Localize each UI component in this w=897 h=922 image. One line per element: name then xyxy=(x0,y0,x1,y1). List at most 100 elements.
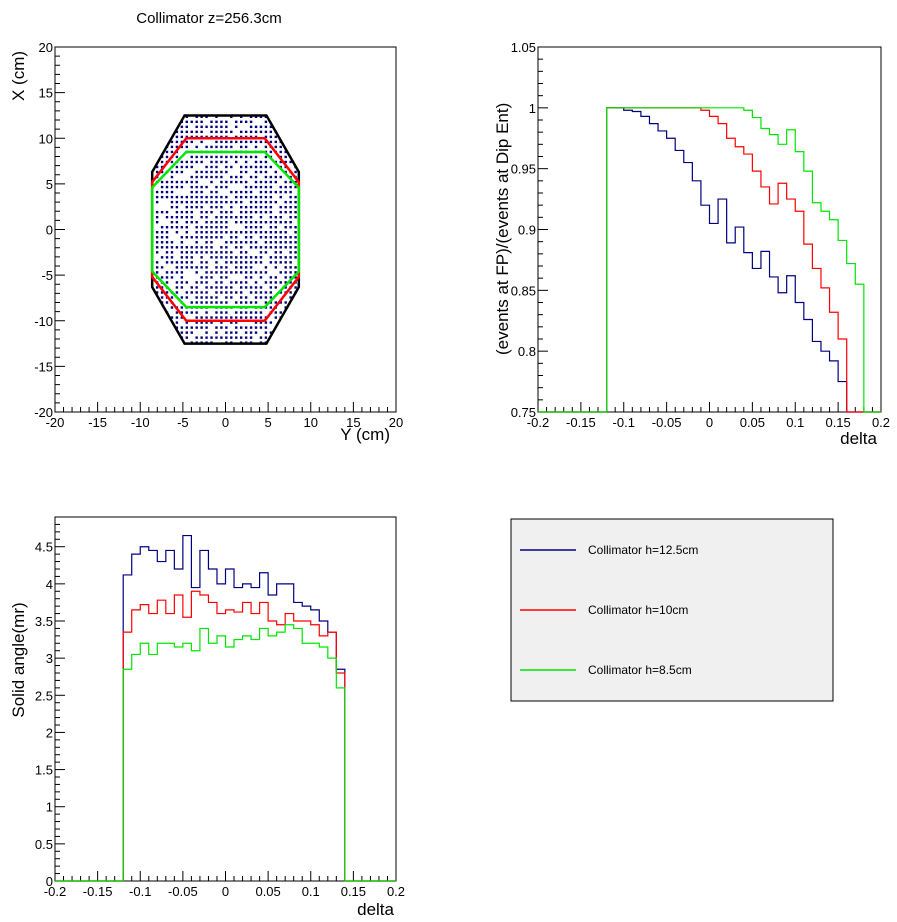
scatter-point xyxy=(205,286,208,289)
scatter-point xyxy=(210,256,213,259)
scatter-point xyxy=(205,221,208,224)
scatter-point xyxy=(289,271,292,274)
scatter-point xyxy=(259,195,263,199)
scatter-point xyxy=(225,291,228,294)
scatter-point xyxy=(294,226,297,229)
solid-xtick-label: 0.15 xyxy=(341,884,366,899)
scatter-point xyxy=(235,140,238,144)
scatter-point xyxy=(220,231,223,234)
scatter-point xyxy=(210,125,213,129)
scatter-point xyxy=(259,210,263,214)
scatter-point xyxy=(274,226,277,229)
scatter-point xyxy=(210,155,213,159)
scatter-point xyxy=(155,190,159,194)
scatter-point xyxy=(254,200,258,204)
scatter-point xyxy=(259,226,263,229)
scatter-point xyxy=(200,115,203,119)
scatter-point xyxy=(220,185,223,189)
scatter-point xyxy=(170,215,174,219)
scatter-point xyxy=(225,286,228,289)
scatter-point xyxy=(294,251,297,254)
solid-xtick-label: 0.1 xyxy=(302,884,320,899)
scatter-point xyxy=(205,175,208,179)
solid-ytick-label: 0 xyxy=(46,874,53,889)
scatter-point xyxy=(180,160,184,164)
scatter-point xyxy=(269,195,273,199)
scatter-point xyxy=(155,291,159,294)
scatter-point xyxy=(195,155,198,159)
scatter-ytick-label: 10 xyxy=(39,131,53,146)
scatter-point xyxy=(190,205,193,209)
solid-ytick-label: 0.5 xyxy=(35,837,53,852)
scatter-point xyxy=(170,316,174,319)
scatter-point xyxy=(180,326,184,329)
scatter-point xyxy=(185,115,188,119)
scatter-point xyxy=(235,190,238,194)
scatter-point xyxy=(160,226,164,229)
scatter-point xyxy=(264,170,268,174)
scatter-point xyxy=(160,256,164,259)
scatter-point xyxy=(180,170,184,174)
scatter-point xyxy=(259,205,263,209)
scatter-point xyxy=(254,155,258,159)
scatter-point xyxy=(230,281,233,284)
scatter-point xyxy=(200,236,203,239)
scatter-point xyxy=(205,135,208,139)
scatter-point xyxy=(249,205,253,209)
scatter-point xyxy=(220,125,223,129)
scatter-point xyxy=(205,215,208,219)
scatter-point xyxy=(289,261,292,264)
scatter-point xyxy=(249,165,253,169)
solid-ytick-label: 2 xyxy=(46,725,53,740)
scatter-point xyxy=(249,125,253,129)
scatter-point xyxy=(235,135,238,139)
scatter-point xyxy=(279,241,282,244)
scatter-point xyxy=(284,160,287,164)
scatter-point xyxy=(190,221,193,224)
scatter-point xyxy=(259,215,263,219)
solid-ytick-label: 3.5 xyxy=(35,614,53,629)
scatter-point xyxy=(289,160,292,164)
scatter-point xyxy=(259,200,263,204)
scatter-point xyxy=(225,331,228,334)
scatter-point xyxy=(200,210,203,214)
scatter-point xyxy=(160,160,164,164)
scatter-point xyxy=(205,316,208,319)
scatter-point xyxy=(239,241,243,244)
scatter-point xyxy=(230,286,233,289)
scatter-point xyxy=(200,321,203,324)
scatter-point xyxy=(200,301,203,304)
scatter-point xyxy=(180,241,184,244)
scatter-point xyxy=(200,205,203,209)
scatter-point xyxy=(269,221,273,224)
scatter-point xyxy=(249,140,253,144)
legend: Collimator h=12.5cm Collimator h=10cm Co… xyxy=(510,518,834,702)
scatter-point xyxy=(230,291,233,294)
solid-series xyxy=(55,534,396,882)
scatter-point xyxy=(239,205,243,209)
scatter-point xyxy=(210,130,213,134)
scatter-point xyxy=(294,195,297,199)
scatter-point xyxy=(225,241,228,244)
solid-xtick-label: -0.15 xyxy=(83,884,113,899)
scatter-point xyxy=(190,251,193,254)
solid-ylabel: Solid angle(mr) xyxy=(9,602,28,717)
scatter-point xyxy=(225,246,228,249)
scatter-point xyxy=(249,331,253,334)
scatter-point xyxy=(180,140,184,144)
scatter-point xyxy=(180,185,184,189)
ratio-xtick-label: -0.15 xyxy=(566,415,596,430)
scatter-point xyxy=(185,145,188,149)
scatter-point xyxy=(200,251,203,254)
scatter-point xyxy=(215,311,218,314)
scatter-point xyxy=(190,210,193,214)
scatter-point xyxy=(235,175,238,179)
scatter-point xyxy=(249,286,253,289)
scatter-point xyxy=(294,266,297,269)
scatter-point xyxy=(205,296,208,299)
scatter-point xyxy=(190,180,193,184)
scatter-point xyxy=(200,120,203,124)
scatter-point xyxy=(190,331,193,334)
scatter-point xyxy=(205,125,208,129)
